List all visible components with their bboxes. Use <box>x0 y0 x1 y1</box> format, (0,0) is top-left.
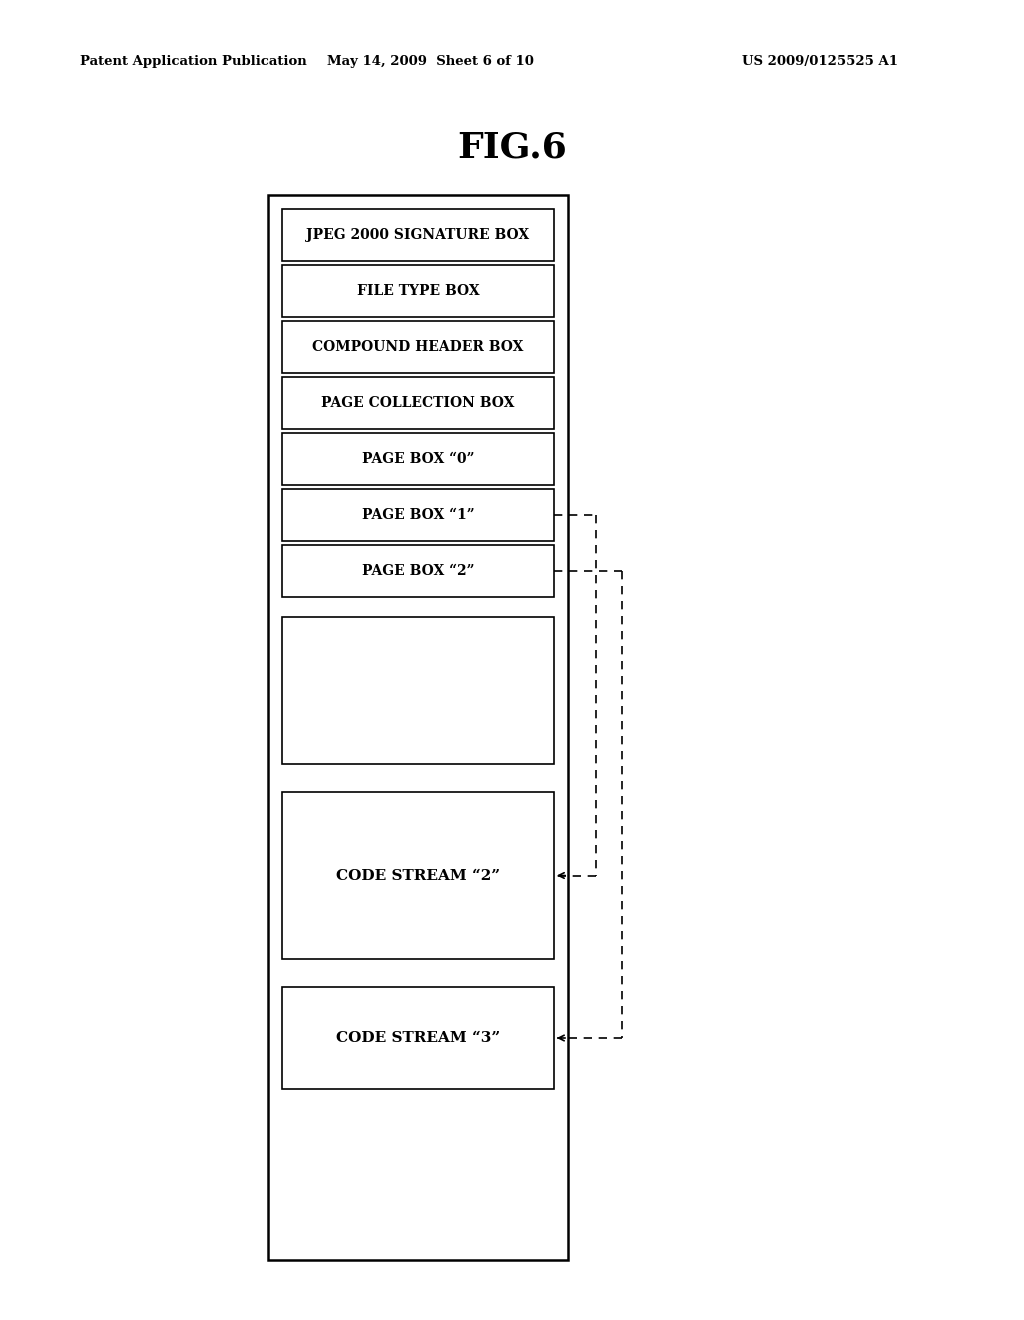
Text: PAGE BOX “0”: PAGE BOX “0” <box>361 451 474 466</box>
Text: FILE TYPE BOX: FILE TYPE BOX <box>356 284 479 298</box>
Bar <box>282 378 554 429</box>
Text: US 2009/0125525 A1: US 2009/0125525 A1 <box>742 55 898 69</box>
Text: Patent Application Publication: Patent Application Publication <box>80 55 307 69</box>
Text: COMPOUND HEADER BOX: COMPOUND HEADER BOX <box>312 341 523 354</box>
Text: FIG.6: FIG.6 <box>457 131 567 165</box>
Text: May 14, 2009  Sheet 6 of 10: May 14, 2009 Sheet 6 of 10 <box>327 55 534 69</box>
Text: PAGE BOX “1”: PAGE BOX “1” <box>361 508 474 521</box>
Bar <box>282 321 554 374</box>
Bar <box>282 488 554 541</box>
Bar <box>282 433 554 484</box>
Bar <box>282 987 554 1089</box>
Bar <box>268 195 568 1261</box>
Text: PAGE BOX “2”: PAGE BOX “2” <box>361 564 474 578</box>
Text: CODE STREAM “2”: CODE STREAM “2” <box>336 869 500 883</box>
Bar <box>282 545 554 597</box>
Bar <box>282 616 554 764</box>
Bar <box>282 265 554 317</box>
Text: CODE STREAM “3”: CODE STREAM “3” <box>336 1031 500 1045</box>
Bar <box>282 792 554 960</box>
Text: JPEG 2000 SIGNATURE BOX: JPEG 2000 SIGNATURE BOX <box>306 228 529 242</box>
Text: PAGE COLLECTION BOX: PAGE COLLECTION BOX <box>322 396 515 411</box>
Bar <box>282 209 554 261</box>
